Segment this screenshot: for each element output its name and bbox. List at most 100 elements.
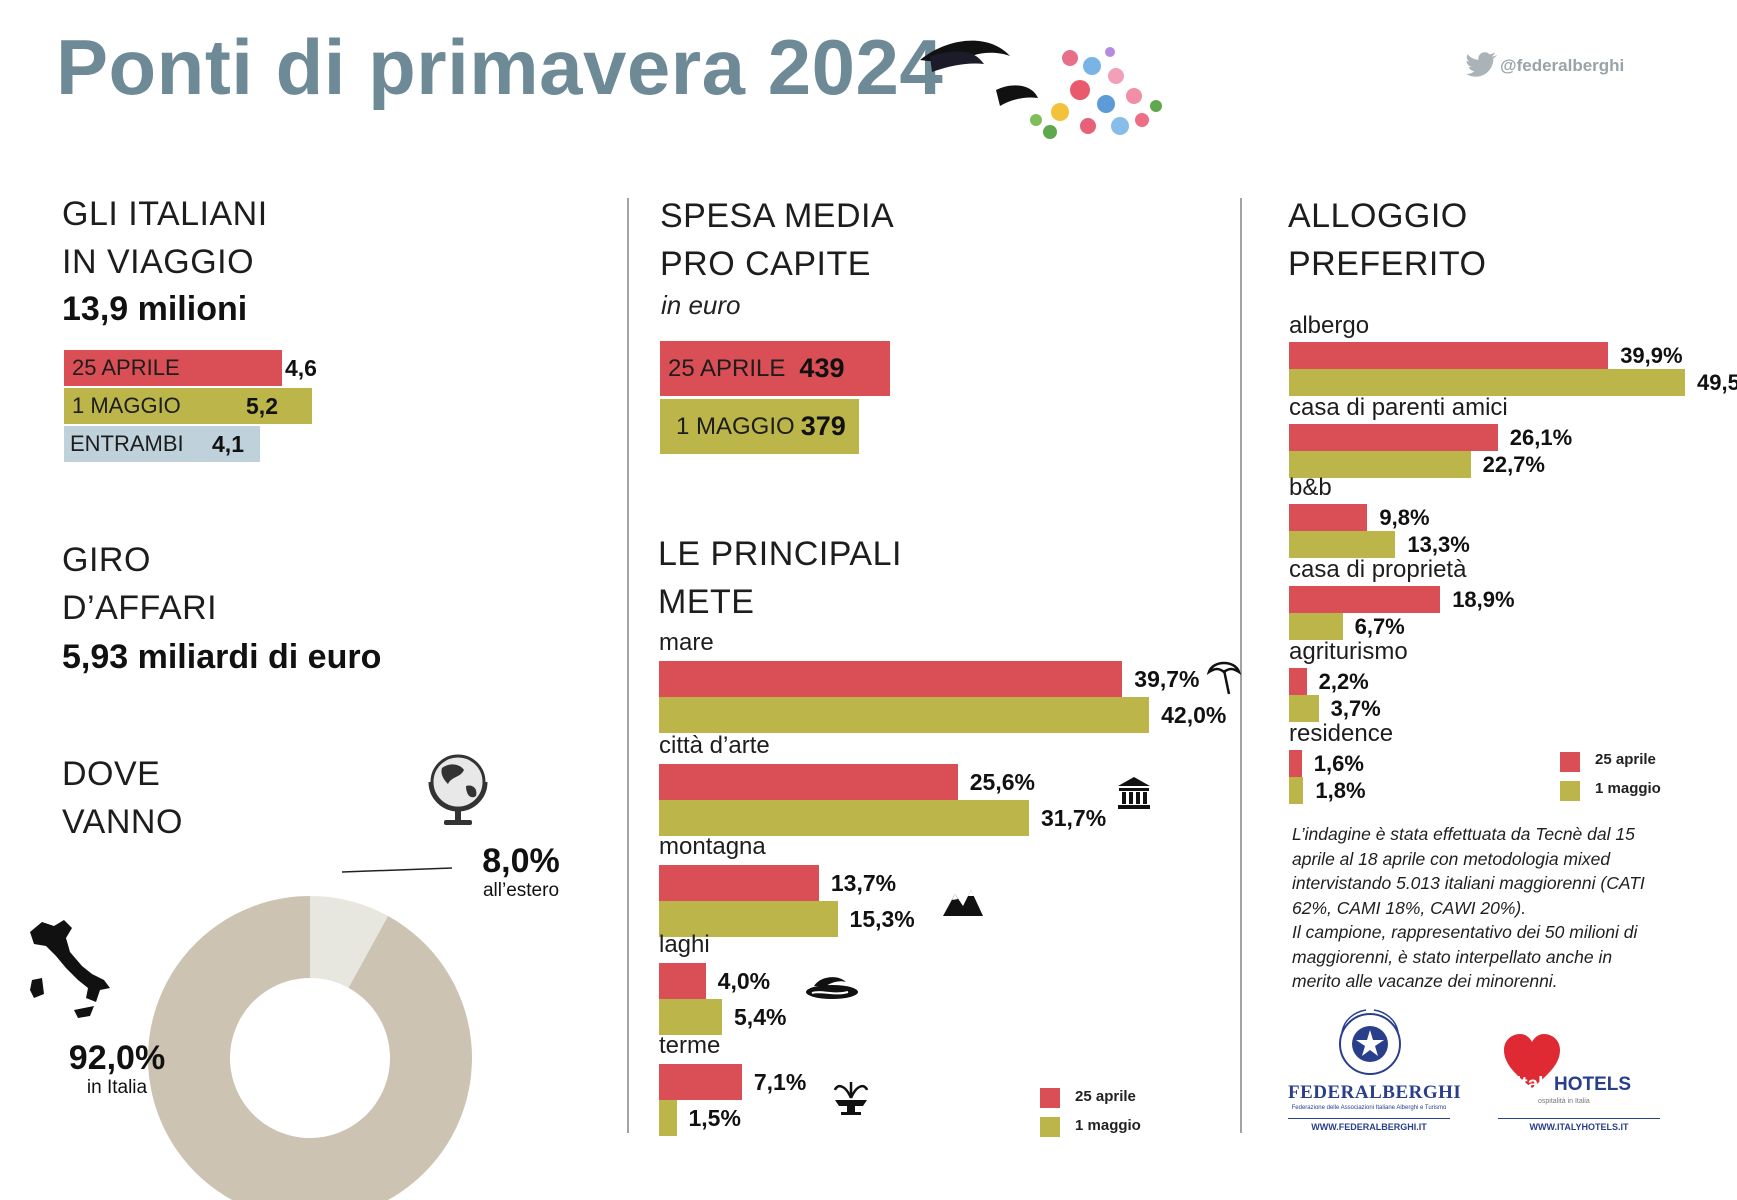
travelers-value: 4,6 xyxy=(285,355,317,381)
italyhotels-name: italyHOTELS xyxy=(1516,1074,1631,1096)
italyhotels-tagline: ospitalità in Italia xyxy=(1538,1098,1590,1105)
bar-value-label: 39,9% xyxy=(1620,342,1683,368)
donut-value-label: 8,0% xyxy=(482,842,560,880)
bar-value-label: 13,3% xyxy=(1407,531,1470,557)
methodology-line: Il campione, rappresentativo dei 50 mili… xyxy=(1292,922,1638,942)
top-destinations-title-line2: METE xyxy=(658,583,755,621)
bar-category-label: mare xyxy=(659,629,714,656)
italyhotels-url[interactable]: WWW.ITALYHOTELS.IT xyxy=(1529,1122,1629,1132)
spending-value: 379 xyxy=(800,411,846,441)
bar-category-label: agriturismo xyxy=(1289,638,1408,665)
bar xyxy=(659,999,723,1035)
bar-value-label: 31,7% xyxy=(1040,804,1107,831)
top-destinations-title: LE PRINCIPALI METE xyxy=(658,530,902,626)
destinations-title-line2: VANNO xyxy=(62,803,183,841)
donut-slice xyxy=(148,896,472,1200)
mountains-icon xyxy=(943,890,983,916)
bar-category-label: laghi xyxy=(659,931,710,958)
legend-swatch-april xyxy=(1560,752,1580,772)
twitter-handle[interactable]: @federalberghi xyxy=(1500,56,1625,75)
destinations-donut-chart: 8,0%all’estero 92,0%in Italia xyxy=(69,842,560,1200)
bar-value-label: 4,0% xyxy=(717,967,771,994)
donut-category-label: in Italia xyxy=(87,1077,148,1098)
italy-map-icon xyxy=(30,920,110,1018)
bar-value-label: 42,0% xyxy=(1161,701,1227,728)
bar xyxy=(659,963,706,999)
federalberghi-tagline: Federazione delle Associazioni Italiane … xyxy=(1291,1105,1447,1111)
spending-title-line2: PRO CAPITE xyxy=(660,245,871,283)
bar xyxy=(659,865,819,901)
bar-value-label: 2,2% xyxy=(1318,668,1369,694)
italyhotels-name-part: HOTELS xyxy=(1554,1074,1632,1095)
beach-umbrella-icon xyxy=(1207,661,1241,695)
spending-bar-label: 1 MAGGIO xyxy=(676,412,795,440)
globe-icon xyxy=(428,754,488,825)
bar xyxy=(1289,777,1304,804)
twitter-icon[interactable] xyxy=(1466,52,1498,78)
italyhotels-logo[interactable]: italyHOTELS ospitalità in Italia WWW.ITA… xyxy=(1498,1034,1660,1136)
travelers-title-line2: IN VIAGGIO xyxy=(62,243,255,281)
bar-value-label: 7,1% xyxy=(753,1068,807,1095)
museum-icon xyxy=(1118,777,1150,809)
bar xyxy=(1289,613,1343,640)
bar-value-label: 39,7% xyxy=(1134,665,1200,692)
methodology-line: L’indagine è stata effettuata da Tecnè d… xyxy=(1292,824,1635,844)
bar-value-label: 13,7% xyxy=(830,869,897,896)
fountain-icon xyxy=(833,1082,869,1115)
accommodation-title-line1: ALLOGGIO xyxy=(1288,197,1468,235)
bar xyxy=(1289,531,1396,558)
bar-category-label: montagna xyxy=(659,833,766,860)
divider xyxy=(1240,198,1242,1133)
bar-category-label: residence xyxy=(1289,720,1394,747)
italyhotels-name-part: italy xyxy=(1516,1074,1555,1095)
legend-swatch-may xyxy=(1560,781,1580,801)
federalberghi-name: FEDERALBERGHI xyxy=(1288,1082,1462,1103)
spending-value: 439 xyxy=(799,353,845,383)
methodology-line: aprile al 18 aprile con metodologia mixe… xyxy=(1292,848,1611,869)
travelers-bar-label: 25 APRILE xyxy=(72,355,180,380)
spending-unit: in euro xyxy=(661,290,741,320)
bar-value-label: 1,8% xyxy=(1315,777,1366,803)
destinations-title-line1: DOVE xyxy=(62,755,161,793)
bar xyxy=(659,1064,742,1100)
donut-value-label: 92,0% xyxy=(69,1039,165,1077)
travelers-value: 4,1 xyxy=(212,430,244,457)
bar-category-label: albergo xyxy=(1289,312,1370,339)
methodology-line: 62%, CAMI 18%, CAWI 20%). xyxy=(1292,897,1527,918)
methodology-line: merito alle vacanze dei minorenni. xyxy=(1292,971,1558,991)
bar xyxy=(659,764,958,800)
federalberghi-url[interactable]: WWW.FEDERALBERGHI.IT xyxy=(1311,1122,1427,1132)
donut-leader-line xyxy=(341,867,453,873)
page-title: Ponti di primavera 2024 xyxy=(56,23,944,111)
bar xyxy=(1289,369,1685,396)
travelers-bar-label: 1 MAGGIO xyxy=(72,393,181,418)
bar-category-label: terme xyxy=(659,1032,721,1059)
travelers-bar-both: ENTRAMBI 4,1 xyxy=(64,426,260,462)
methodology-line: maggiorenni, è stato interpellato anche … xyxy=(1292,946,1613,967)
top-destinations-title-line1: LE PRINCIPALI xyxy=(658,535,902,573)
bar-value-label: 22,7% xyxy=(1482,451,1545,477)
divider xyxy=(1288,1118,1450,1119)
bar-value-label: 6,7% xyxy=(1354,613,1405,639)
turnover-total: 5,93 miliardi di euro xyxy=(62,638,382,676)
travelers-title-line1: GLI ITALIANI xyxy=(62,195,268,233)
travelers-bar-may: 1 MAGGIO 5,2 xyxy=(64,388,312,424)
methodology-line: intervistando 5.013 italiani maggiorenni… xyxy=(1292,873,1645,893)
donut-slice xyxy=(310,896,389,988)
bar-value-label: 3,7% xyxy=(1330,695,1381,721)
travelers-bar-label: ENTRAMBI xyxy=(70,431,184,456)
bar-value-label: 18,9% xyxy=(1452,586,1515,612)
legend-swatch-april xyxy=(1040,1088,1060,1108)
bar-value-label: 9,8% xyxy=(1379,504,1430,530)
federalberghi-logo[interactable]: FEDERALBERGHI Federazione delle Associaz… xyxy=(1288,1002,1462,1136)
accommodation-title: ALLOGGIO PREFERITO xyxy=(1288,192,1486,288)
federalberghi-emblem-icon xyxy=(1339,1009,1401,1075)
bar xyxy=(1289,424,1498,451)
bar-category-label: casa di proprietà xyxy=(1289,556,1467,583)
spending-title: SPESA MEDIA PRO CAPITE xyxy=(660,192,894,288)
bar-value-label: 15,3% xyxy=(849,905,915,932)
bar-value-label: 49,5% xyxy=(1697,369,1737,395)
divider xyxy=(1498,1118,1660,1119)
bar-value-label: 1,5% xyxy=(688,1104,741,1131)
bar xyxy=(659,661,1123,697)
